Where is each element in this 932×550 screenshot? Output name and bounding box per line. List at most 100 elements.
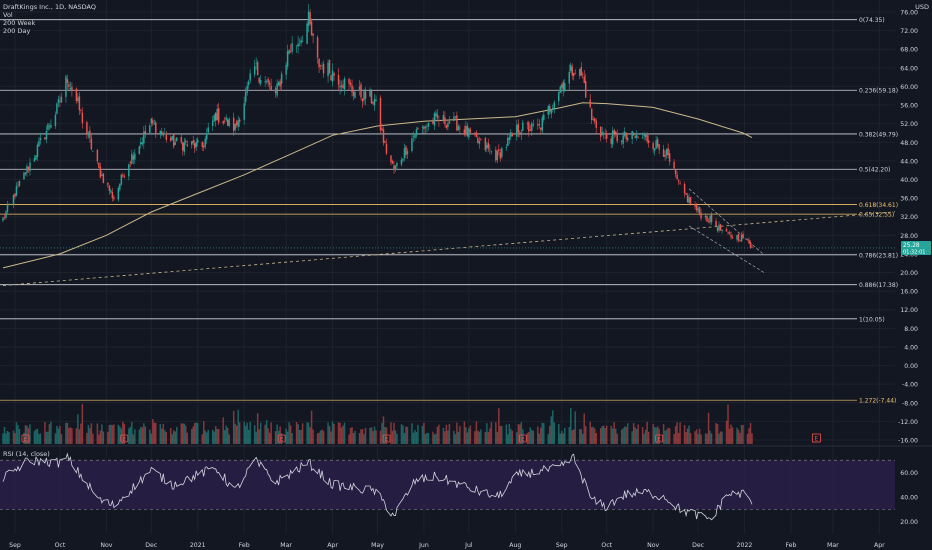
candle-body[interactable]	[457, 126, 460, 131]
trend-line-dashed[interactable]	[2, 211, 896, 286]
candle-body[interactable]	[309, 12, 311, 25]
candle-body[interactable]	[328, 60, 331, 74]
candle-body[interactable]	[520, 132, 523, 135]
candle-body[interactable]	[259, 80, 262, 84]
candle-body[interactable]	[396, 162, 398, 166]
candle-body[interactable]	[601, 132, 603, 136]
candle-body[interactable]	[23, 172, 25, 180]
candle-body[interactable]	[382, 129, 385, 143]
candle-body[interactable]	[205, 133, 208, 140]
candle-body[interactable]	[631, 131, 633, 140]
candle-body[interactable]	[246, 85, 248, 93]
candle-body[interactable]	[207, 127, 209, 133]
candle-body[interactable]	[571, 66, 573, 76]
candle-body[interactable]	[564, 83, 566, 92]
candle-body[interactable]	[186, 144, 188, 146]
candle-body[interactable]	[531, 123, 533, 131]
candle-body[interactable]	[486, 145, 488, 149]
candle-body[interactable]	[354, 92, 356, 98]
candle-body[interactable]	[216, 108, 218, 121]
candle-body[interactable]	[498, 149, 500, 152]
candle-body[interactable]	[370, 90, 373, 104]
candle-body[interactable]	[602, 133, 605, 135]
candle-body[interactable]	[161, 131, 163, 134]
candle-body[interactable]	[505, 147, 508, 149]
candle-body[interactable]	[211, 120, 214, 126]
candle-body[interactable]	[153, 123, 156, 125]
candle-body[interactable]	[65, 76, 67, 97]
candle-body[interactable]	[540, 127, 542, 130]
candle-body[interactable]	[144, 130, 147, 134]
candle-body[interactable]	[715, 220, 717, 227]
candle-body[interactable]	[379, 97, 382, 131]
candle-body[interactable]	[69, 88, 72, 90]
candle-body[interactable]	[75, 88, 78, 101]
candle-body[interactable]	[197, 139, 199, 143]
candle-body[interactable]	[391, 161, 394, 164]
candle-body[interactable]	[528, 122, 530, 132]
candle-body[interactable]	[580, 67, 582, 76]
candle-body[interactable]	[222, 120, 224, 124]
candle-body[interactable]	[700, 212, 702, 219]
candle-body[interactable]	[361, 98, 364, 102]
candle-body[interactable]	[291, 43, 293, 52]
candle-body[interactable]	[664, 154, 666, 157]
candle-body[interactable]	[417, 128, 419, 130]
candle-body[interactable]	[517, 124, 520, 133]
candle-body[interactable]	[140, 142, 142, 145]
candle-body[interactable]	[427, 122, 430, 127]
candle-body[interactable]	[349, 82, 352, 86]
candle-body[interactable]	[375, 99, 377, 102]
candle-body[interactable]	[59, 101, 61, 103]
candle-body[interactable]	[731, 237, 734, 239]
candle-body[interactable]	[552, 107, 554, 110]
candle-body[interactable]	[746, 239, 749, 241]
candle-body[interactable]	[78, 96, 81, 111]
candle-body[interactable]	[599, 126, 602, 137]
candle-body[interactable]	[537, 124, 539, 126]
candle-body[interactable]	[740, 234, 743, 242]
candle-body[interactable]	[673, 161, 675, 169]
time-axis[interactable]: Sep Oct Nov Dec 2021 Feb Mar Apr May Jun Jul Aug Sep…	[9, 542, 885, 549]
candle-body[interactable]	[589, 99, 591, 108]
candle-body[interactable]	[688, 197, 690, 203]
candle-body[interactable]	[652, 143, 654, 150]
candle-body[interactable]	[316, 37, 319, 58]
candle-body[interactable]	[310, 21, 313, 35]
candle-body[interactable]	[742, 233, 744, 239]
candle-body[interactable]	[704, 215, 707, 218]
candle-body[interactable]	[689, 196, 692, 204]
candle-body[interactable]	[170, 137, 172, 142]
candle-body[interactable]	[622, 135, 624, 144]
candle-body[interactable]	[411, 138, 413, 151]
candle-body[interactable]	[595, 120, 597, 128]
earnings-marker[interactable]	[518, 434, 527, 443]
candle-body[interactable]	[5, 211, 7, 218]
candle-body[interactable]	[39, 137, 42, 141]
future-earnings-marker[interactable]	[812, 433, 821, 443]
candle-body[interactable]	[342, 84, 344, 89]
rsi-line[interactable]	[2, 452, 753, 521]
candle-body[interactable]	[685, 192, 687, 195]
candle-body[interactable]	[364, 91, 367, 99]
candle-body[interactable]	[445, 125, 448, 129]
candle-body[interactable]	[644, 134, 647, 137]
candle-body[interactable]	[426, 125, 428, 127]
candle-body[interactable]	[578, 69, 581, 76]
candle-body[interactable]	[225, 117, 227, 121]
candle-body[interactable]	[501, 148, 503, 157]
candle-body[interactable]	[679, 183, 681, 184]
candle-body[interactable]	[620, 140, 623, 142]
candle-body[interactable]	[238, 119, 241, 122]
candle-body[interactable]	[274, 88, 277, 94]
candle-body[interactable]	[12, 194, 15, 205]
candle-body[interactable]	[45, 131, 48, 140]
candle-body[interactable]	[66, 79, 69, 83]
candle-body[interactable]	[108, 185, 111, 191]
candle-body[interactable]	[321, 66, 323, 67]
candle-body[interactable]	[541, 117, 544, 131]
candle-body[interactable]	[553, 102, 555, 108]
candle-body[interactable]	[405, 146, 407, 156]
candle-body[interactable]	[255, 63, 257, 65]
candle-body[interactable]	[297, 43, 299, 47]
